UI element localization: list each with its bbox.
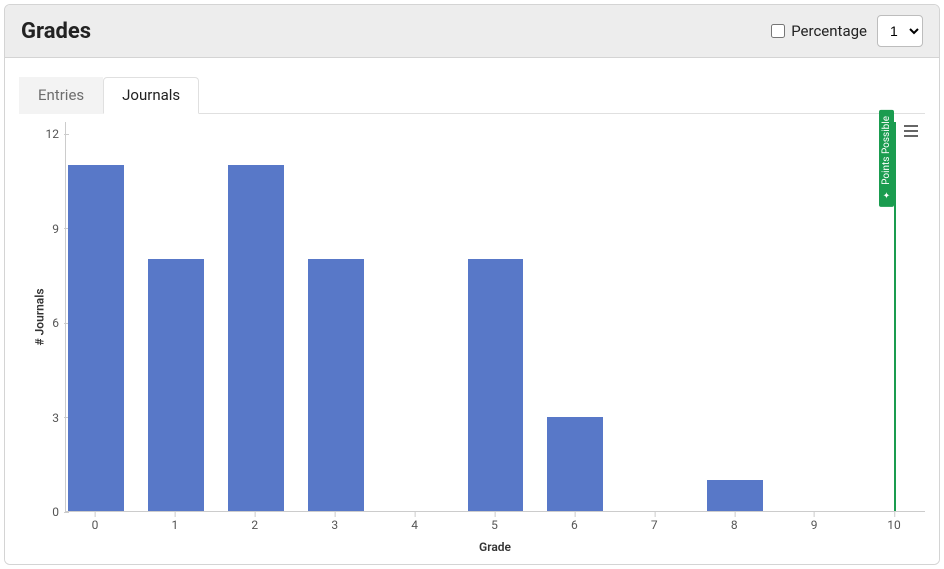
panel-title: Grades [21, 19, 91, 44]
bar [148, 259, 204, 511]
tabs: Entries Journals [19, 76, 925, 114]
bar [228, 165, 284, 512]
x-tick: 8 [731, 518, 738, 532]
x-tick: 7 [651, 518, 658, 532]
header-controls: Percentage 1 [771, 15, 923, 47]
chart: # Journals 036912 Points Possible [19, 122, 925, 512]
x-tick: 10 [887, 518, 901, 532]
x-tick: 4 [411, 518, 418, 532]
points-possible-flag: Points Possible [879, 110, 894, 207]
y-tick: 0 [52, 505, 59, 519]
tab-journals[interactable]: Journals [103, 77, 199, 114]
x-tick: 1 [172, 518, 179, 532]
x-tick: 2 [251, 518, 258, 532]
y-tick: 9 [52, 222, 59, 236]
grades-panel: Grades Percentage 1 Entries Journals # J… [4, 4, 940, 565]
panel-body: Entries Journals # Journals 036912 Point… [5, 58, 939, 564]
y-axis: 036912 [19, 122, 65, 512]
percentage-toggle[interactable]: Percentage [771, 22, 867, 40]
tab-entries[interactable]: Entries [19, 77, 103, 114]
y-tick: 3 [52, 411, 59, 425]
y-tick: 12 [46, 127, 60, 141]
x-tick: 9 [811, 518, 818, 532]
points-possible-line: Points Possible [894, 122, 896, 511]
bar [707, 480, 763, 512]
bar [547, 417, 603, 512]
x-tick: 5 [491, 518, 498, 532]
plot-area: Points Possible [65, 122, 925, 512]
x-tick: 0 [92, 518, 99, 532]
y-tick: 6 [52, 316, 59, 330]
bar [468, 259, 524, 511]
bars-area: Points Possible [66, 134, 925, 511]
x-tick: 3 [331, 518, 338, 532]
bar [308, 259, 364, 511]
percentage-label: Percentage [791, 22, 867, 40]
chart-container: # Journals 036912 Points Possible Grade … [19, 122, 925, 546]
precision-select[interactable]: 1 [877, 15, 923, 47]
x-tick: 6 [571, 518, 578, 532]
x-axis: Grade 012345678910 [65, 512, 925, 546]
percentage-checkbox[interactable] [771, 24, 785, 38]
panel-header: Grades Percentage 1 [5, 5, 939, 58]
x-axis-label: Grade [479, 540, 511, 554]
bar [68, 165, 124, 512]
